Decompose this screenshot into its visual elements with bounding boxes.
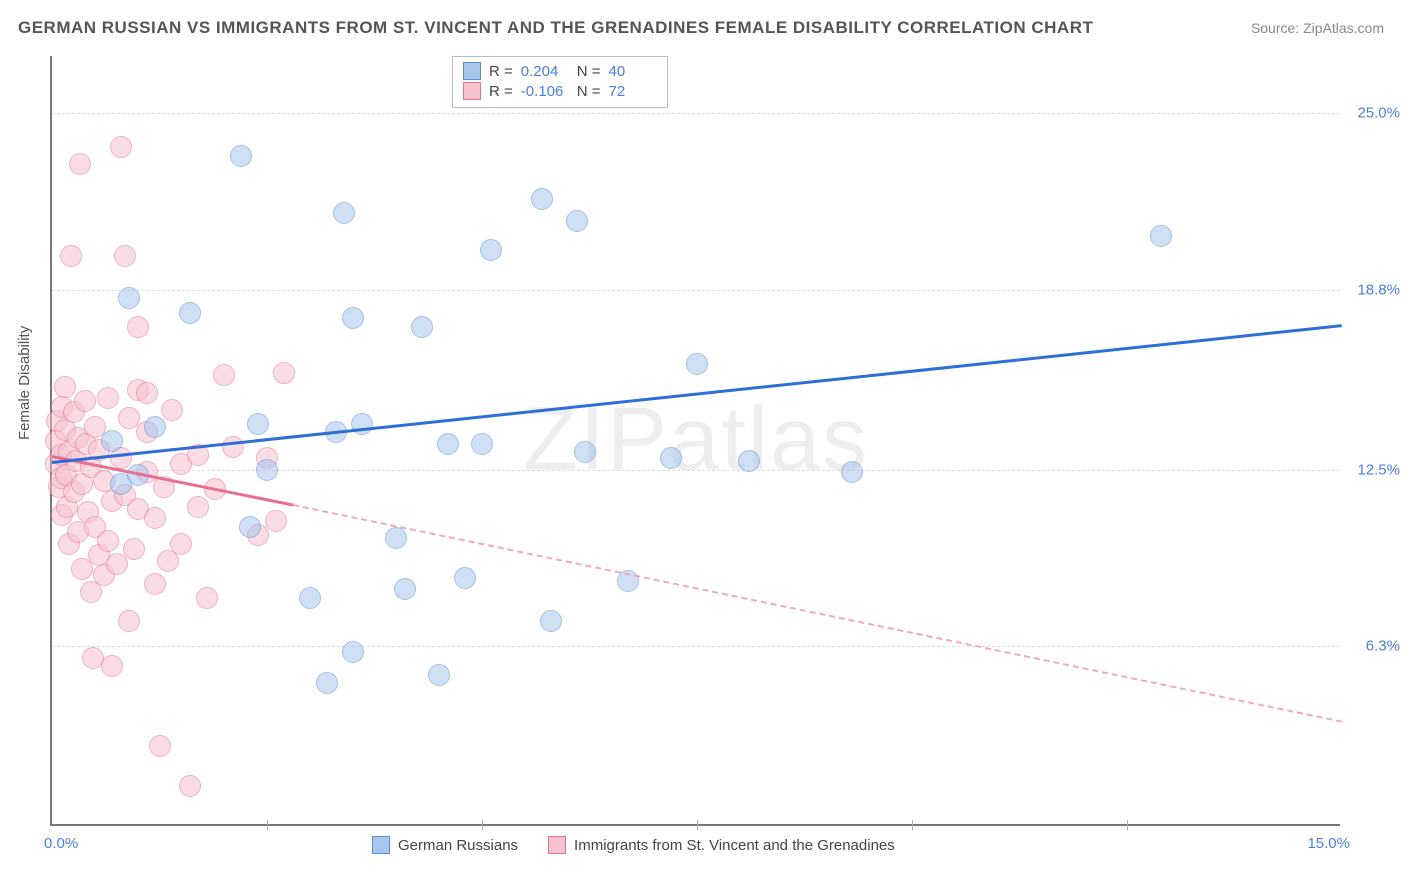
data-point — [123, 538, 145, 560]
stats-row: R = -0.106 N = 72 — [463, 81, 657, 101]
r-value: -0.106 — [521, 83, 569, 100]
data-point — [265, 510, 287, 532]
series-legend: German Russians Immigrants from St. Vince… — [372, 836, 895, 854]
x-tick-max: 15.0% — [1307, 835, 1350, 852]
legend-swatch — [463, 82, 481, 100]
source-label: Source: ZipAtlas.com — [1251, 20, 1384, 36]
gridline-h — [52, 290, 1340, 291]
data-point — [428, 664, 450, 686]
data-point — [110, 136, 132, 158]
data-point — [660, 447, 682, 469]
data-point — [60, 245, 82, 267]
r-value: 0.204 — [521, 63, 569, 80]
data-point — [213, 364, 235, 386]
data-point — [454, 567, 476, 589]
legend-item: Immigrants from St. Vincent and the Gren… — [548, 836, 895, 854]
x-tick-mark — [1127, 820, 1128, 830]
x-tick-mark — [912, 820, 913, 830]
data-point — [540, 610, 562, 632]
y-tick-label: 25.0% — [1345, 105, 1400, 122]
data-point — [118, 610, 140, 632]
data-point — [574, 441, 596, 463]
gridline-h — [52, 646, 1340, 647]
legend-swatch — [463, 62, 481, 80]
data-point — [54, 376, 76, 398]
data-point — [118, 287, 140, 309]
n-value: 72 — [609, 83, 657, 100]
data-point — [686, 353, 708, 375]
data-point — [144, 507, 166, 529]
data-point — [256, 459, 278, 481]
legend-label: German Russians — [398, 837, 518, 854]
x-tick-min: 0.0% — [44, 835, 78, 852]
n-label: N = — [577, 63, 601, 80]
trend-line — [293, 504, 1343, 723]
data-point — [114, 245, 136, 267]
legend-item: German Russians — [372, 836, 518, 854]
stats-row: R = 0.204 N = 40 — [463, 61, 657, 81]
data-point — [342, 307, 364, 329]
data-point — [222, 436, 244, 458]
data-point — [333, 202, 355, 224]
data-point — [136, 382, 158, 404]
x-tick-mark — [697, 820, 698, 830]
data-point — [97, 387, 119, 409]
legend-swatch — [548, 836, 566, 854]
y-tick-label: 18.8% — [1345, 281, 1400, 298]
legend-swatch — [372, 836, 390, 854]
data-point — [239, 516, 261, 538]
data-point — [471, 433, 493, 455]
data-point — [101, 430, 123, 452]
y-tick-label: 12.5% — [1345, 461, 1400, 478]
data-point — [411, 316, 433, 338]
stats-legend: R = 0.204 N = 40 R = -0.106 N = 72 — [452, 56, 668, 108]
data-point — [247, 413, 269, 435]
gridline-h — [52, 470, 1340, 471]
data-point — [144, 573, 166, 595]
data-point — [187, 496, 209, 518]
data-point — [161, 399, 183, 421]
data-point — [127, 316, 149, 338]
data-point — [273, 362, 295, 384]
gridline-h — [52, 113, 1340, 114]
data-point — [385, 527, 407, 549]
data-point — [437, 433, 459, 455]
data-point — [144, 416, 166, 438]
trend-line — [52, 324, 1342, 464]
data-point — [170, 533, 192, 555]
data-point — [566, 210, 588, 232]
n-value: 40 — [609, 63, 657, 80]
r-label: R = — [489, 63, 513, 80]
data-point — [179, 302, 201, 324]
data-point — [738, 450, 760, 472]
data-point — [531, 188, 553, 210]
x-tick-mark — [267, 820, 268, 830]
r-label: R = — [489, 83, 513, 100]
data-point — [74, 390, 96, 412]
data-point — [299, 587, 321, 609]
chart-title: GERMAN RUSSIAN VS IMMIGRANTS FROM ST. VI… — [18, 18, 1093, 38]
y-axis-label: Female Disability — [16, 326, 33, 440]
watermark: ZIPatlas — [523, 389, 869, 492]
data-point — [230, 145, 252, 167]
data-point — [196, 587, 218, 609]
data-point — [316, 672, 338, 694]
x-tick-mark — [482, 820, 483, 830]
data-point — [149, 735, 171, 757]
data-point — [97, 530, 119, 552]
scatter-plot: ZIPatlas R =0.204N =40R =-0.106N =72 0.0… — [50, 56, 1340, 826]
data-point — [69, 153, 91, 175]
data-point — [841, 461, 863, 483]
data-point — [1150, 225, 1172, 247]
data-point — [342, 641, 364, 663]
data-point — [480, 239, 502, 261]
data-point — [101, 655, 123, 677]
data-point — [179, 775, 201, 797]
data-point — [394, 578, 416, 600]
legend-label: Immigrants from St. Vincent and the Gren… — [574, 837, 895, 854]
y-tick-label: 6.3% — [1345, 638, 1400, 655]
n-label: N = — [577, 83, 601, 100]
